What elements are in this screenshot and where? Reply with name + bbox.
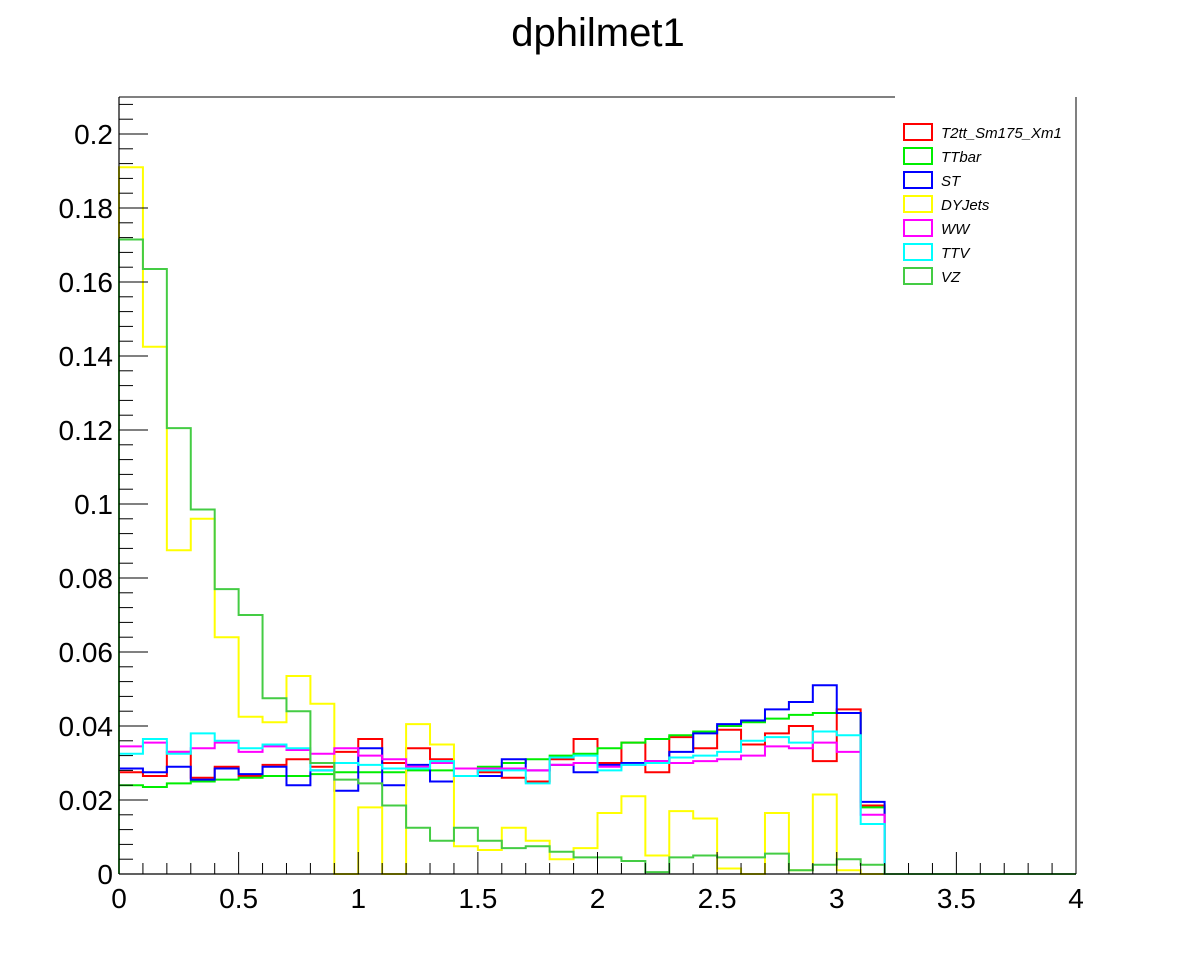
- legend-label: DYJets: [941, 197, 990, 214]
- legend-swatch: [903, 123, 933, 141]
- histogram-series: [118, 166, 1076, 875]
- legend-label: TTV: [941, 245, 971, 262]
- series-line-6: [118, 238, 1076, 875]
- x-tick-label: 1.5: [458, 883, 497, 914]
- legend-swatch: [903, 219, 933, 237]
- x-tick-label: 3.5: [937, 883, 976, 914]
- series-line-5: [118, 730, 1076, 875]
- series-line-0: [118, 708, 1076, 875]
- series-line-3: [118, 166, 1076, 875]
- y-tick-label: 0.1: [74, 489, 113, 520]
- x-tick-label: 3: [829, 883, 845, 914]
- legend-label: TTbar: [941, 149, 982, 166]
- chart-title: dphilmet1: [511, 11, 684, 55]
- legend-swatch: [903, 195, 933, 213]
- x-tick-label: 2: [590, 883, 606, 914]
- legend-label: ST: [941, 173, 962, 190]
- y-tick-label: 0.18: [59, 193, 114, 224]
- series-line-4: [118, 741, 1076, 875]
- legend-label: VZ: [941, 269, 961, 286]
- y-tick-label: 0.12: [59, 415, 114, 446]
- y-tick-label: 0.14: [59, 341, 114, 372]
- plot-frame: [119, 96, 1077, 874]
- legend: T2tt_Sm175_Xm1 TTbar ST DYJets WW TTV VZ: [903, 123, 1062, 286]
- x-tick-label: 2.5: [698, 883, 737, 914]
- legend-swatch: [903, 267, 933, 285]
- legend-swatch: [903, 147, 933, 165]
- y-tick-label: 0.02: [59, 785, 114, 816]
- y-tick-label: 0.06: [59, 637, 114, 668]
- x-tick-label: 4: [1068, 883, 1084, 914]
- axes: 0 0.5 1 1.5 2 2.5 3 3.5 4 0 0.02 0.04 0.06 0.08 0.1 0.1…: [59, 97, 1084, 914]
- legend-swatch: [903, 171, 933, 189]
- series-line-1: [118, 712, 1076, 875]
- y-tick-label: 0.08: [59, 563, 114, 594]
- legend-swatch: [903, 243, 933, 261]
- x-tick-label: 0: [111, 883, 127, 914]
- x-tick-label: 1: [350, 883, 366, 914]
- legend-label: WW: [941, 221, 971, 238]
- y-tick-label: 0.16: [59, 267, 114, 298]
- y-tick-label: 0.2: [74, 119, 113, 150]
- y-tick-label: 0.04: [59, 711, 114, 742]
- y-tick-label: 0: [97, 859, 113, 890]
- x-tick-label: 0.5: [219, 883, 258, 914]
- legend-label: T2tt_Sm175_Xm1: [941, 125, 1062, 142]
